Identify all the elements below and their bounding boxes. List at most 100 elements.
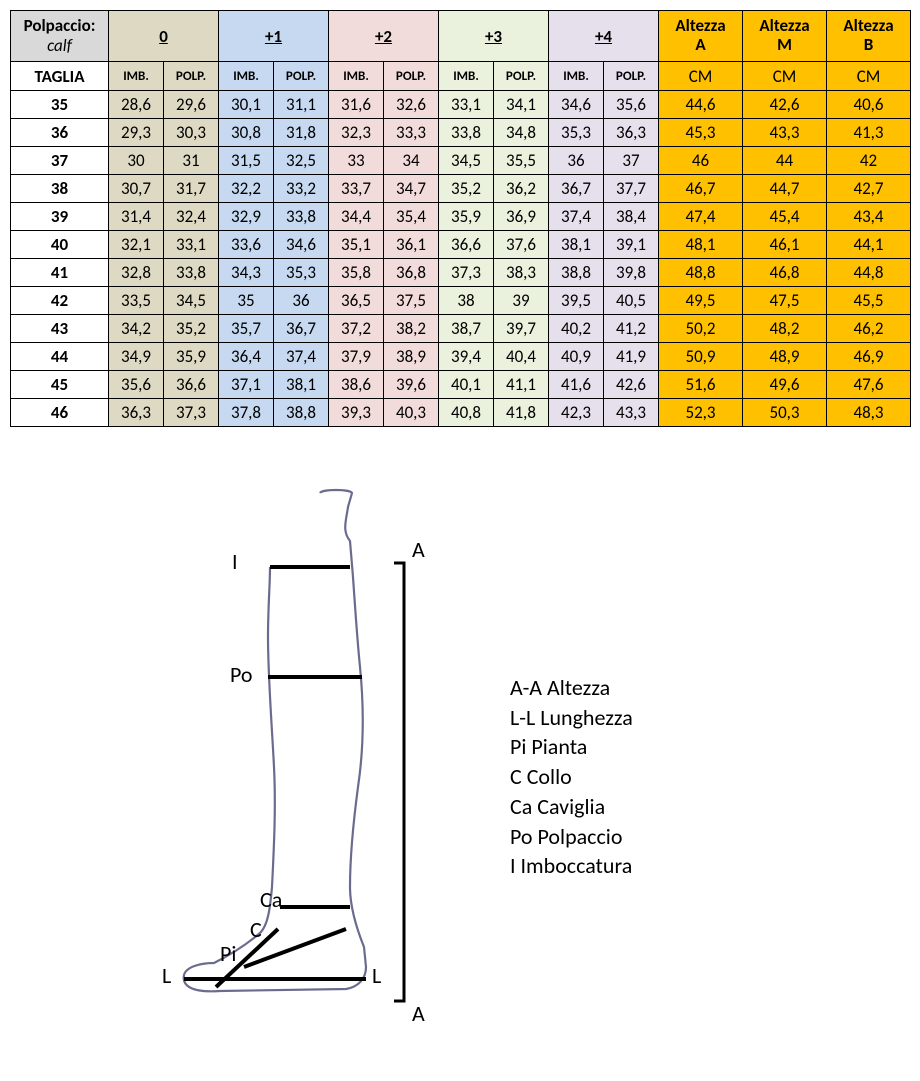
header-corner: Polpaccio:calf <box>11 11 109 62</box>
diagram-label-Po: Po <box>230 661 253 688</box>
cell-altezza: 46 <box>659 147 743 175</box>
table-row: 3528,629,630,131,131,632,633,134,134,635… <box>11 91 911 119</box>
legend-line: Ca Caviglia <box>510 792 633 822</box>
header-altezza-2: AltezzaB <box>827 11 911 62</box>
cell-value: 31,7 <box>164 175 219 203</box>
cell-value: 31,1 <box>274 91 329 119</box>
cell-value: 36,5 <box>329 287 384 315</box>
cell-altezza: 44,7 <box>743 175 827 203</box>
cell-value: 32,2 <box>219 175 274 203</box>
cell-value: 37,8 <box>219 399 274 427</box>
cell-value: 30,1 <box>219 91 274 119</box>
row-size-label: 35 <box>11 91 109 119</box>
cell-value: 40,4 <box>494 343 549 371</box>
cell-value: 39,5 <box>549 287 604 315</box>
diagram-legend: A-A AltezzaL-L LunghezzaPi PiantaC Collo… <box>510 673 633 881</box>
cell-value: 35,6 <box>604 91 659 119</box>
cell-value: 42,6 <box>604 371 659 399</box>
cell-value: 30 <box>109 147 164 175</box>
cell-value: 31,6 <box>329 91 384 119</box>
cell-value: 37,9 <box>329 343 384 371</box>
cell-altezza: 46,1 <box>743 231 827 259</box>
cell-value: 32,5 <box>274 147 329 175</box>
cell-value: 35,3 <box>274 259 329 287</box>
cell-value: 35,5 <box>494 147 549 175</box>
cell-altezza: 40,6 <box>827 91 911 119</box>
legend-line: Po Polpaccio <box>510 822 633 852</box>
header-alt-sub-2: CM <box>827 62 911 91</box>
cell-value: 40,5 <box>604 287 659 315</box>
cell-value: 31 <box>164 147 219 175</box>
cell-altezza: 44 <box>743 147 827 175</box>
cell-value: 37,3 <box>439 259 494 287</box>
legend-line: C Collo <box>510 762 633 792</box>
cell-value: 36,1 <box>384 231 439 259</box>
header-group-2: +2 <box>329 11 439 62</box>
header-sub-2-imb: IMB. <box>329 62 384 91</box>
cell-value: 34,2 <box>109 315 164 343</box>
legend-line: Pi Pianta <box>510 732 633 762</box>
cell-altezza: 43,3 <box>743 119 827 147</box>
cell-value: 28,6 <box>109 91 164 119</box>
table-row: 4032,133,133,634,635,136,136,637,638,139… <box>11 231 911 259</box>
leg-diagram: I A Po Ca C Pi L L A <box>150 477 450 1037</box>
row-size-label: 46 <box>11 399 109 427</box>
cell-value: 32,3 <box>329 119 384 147</box>
cell-value: 38 <box>439 287 494 315</box>
cell-value: 36,6 <box>439 231 494 259</box>
cell-value: 37,7 <box>604 175 659 203</box>
cell-altezza: 44,6 <box>659 91 743 119</box>
cell-value: 33,8 <box>164 259 219 287</box>
cell-value: 35,9 <box>164 343 219 371</box>
diagram-label-A-top: A <box>412 536 425 563</box>
cell-value: 40,2 <box>549 315 604 343</box>
cell-value: 34,4 <box>329 203 384 231</box>
header-sub-4-imb: IMB. <box>549 62 604 91</box>
cell-value: 34,5 <box>439 147 494 175</box>
size-table: Polpaccio:calf0+1+2+3+4AltezzaAAltezzaMA… <box>10 10 911 427</box>
header-sub-0-imb: IMB. <box>109 62 164 91</box>
cell-value: 29,3 <box>109 119 164 147</box>
cell-value: 33,6 <box>219 231 274 259</box>
cell-value: 34 <box>384 147 439 175</box>
cell-altezza: 47,6 <box>827 371 911 399</box>
cell-value: 39,3 <box>329 399 384 427</box>
header-group-4: +4 <box>549 11 659 62</box>
cell-value: 31,8 <box>274 119 329 147</box>
cell-value: 37,5 <box>384 287 439 315</box>
header-taglia: TAGLIA <box>11 62 109 91</box>
diagram-label-L-right: L <box>372 962 381 989</box>
cell-altezza: 50,9 <box>659 343 743 371</box>
header-altezza-0: AltezzaA <box>659 11 743 62</box>
row-size-label: 36 <box>11 119 109 147</box>
row-size-label: 43 <box>11 315 109 343</box>
diagram-label-I: I <box>232 548 238 575</box>
cell-altezza: 48,1 <box>659 231 743 259</box>
cell-altezza: 46,2 <box>827 315 911 343</box>
cell-value: 39,4 <box>439 343 494 371</box>
table-row: 4233,534,5353636,537,5383939,540,549,547… <box>11 287 911 315</box>
cell-value: 35,3 <box>549 119 604 147</box>
cell-value: 35,8 <box>329 259 384 287</box>
header-group-1: +1 <box>219 11 329 62</box>
cell-value: 38,8 <box>549 259 604 287</box>
cell-altezza: 48,2 <box>743 315 827 343</box>
cell-altezza: 46,8 <box>743 259 827 287</box>
cell-value: 35,6 <box>109 371 164 399</box>
cell-value: 42,3 <box>549 399 604 427</box>
cell-value: 32,9 <box>219 203 274 231</box>
cell-value: 35,9 <box>439 203 494 231</box>
cell-altezza: 45,3 <box>659 119 743 147</box>
table-row: 4434,935,936,437,437,938,939,440,440,941… <box>11 343 911 371</box>
cell-altezza: 46,7 <box>659 175 743 203</box>
cell-altezza: 48,9 <box>743 343 827 371</box>
row-size-label: 38 <box>11 175 109 203</box>
cell-altezza: 41,3 <box>827 119 911 147</box>
cell-altezza: 47,5 <box>743 287 827 315</box>
row-size-label: 41 <box>11 259 109 287</box>
cell-value: 32,8 <box>109 259 164 287</box>
cell-value: 31,5 <box>219 147 274 175</box>
row-size-label: 44 <box>11 343 109 371</box>
cell-value: 40,1 <box>439 371 494 399</box>
cell-value: 39,6 <box>384 371 439 399</box>
